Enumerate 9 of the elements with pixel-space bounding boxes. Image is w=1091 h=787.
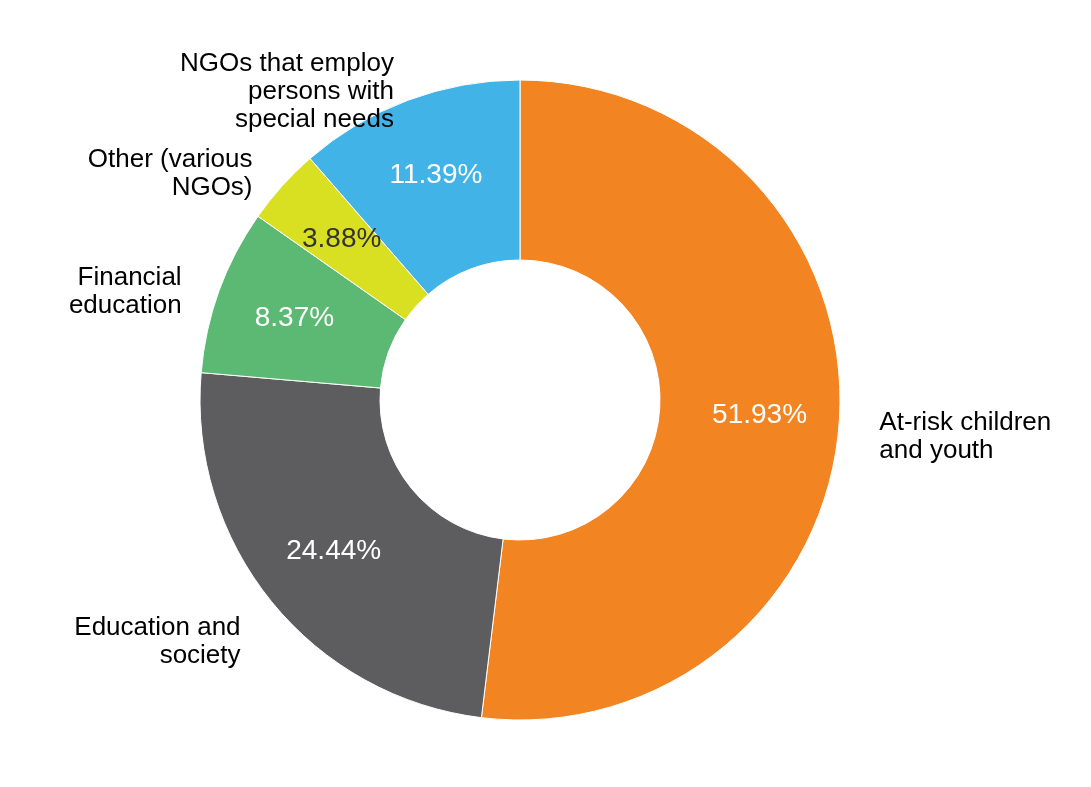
- data-label: 51.93%: [712, 397, 808, 429]
- data-label: 3.88%: [301, 222, 382, 254]
- slice-label: Other (various NGOs): [87, 143, 253, 202]
- slice-label: Financial education: [68, 261, 182, 320]
- data-label: 8.37%: [254, 301, 335, 333]
- slice-label: Education and society: [74, 610, 241, 669]
- data-label: 11.39%: [389, 158, 483, 190]
- slice-label: At-risk children and youth: [879, 405, 1052, 464]
- data-label: 24.44%: [286, 534, 382, 566]
